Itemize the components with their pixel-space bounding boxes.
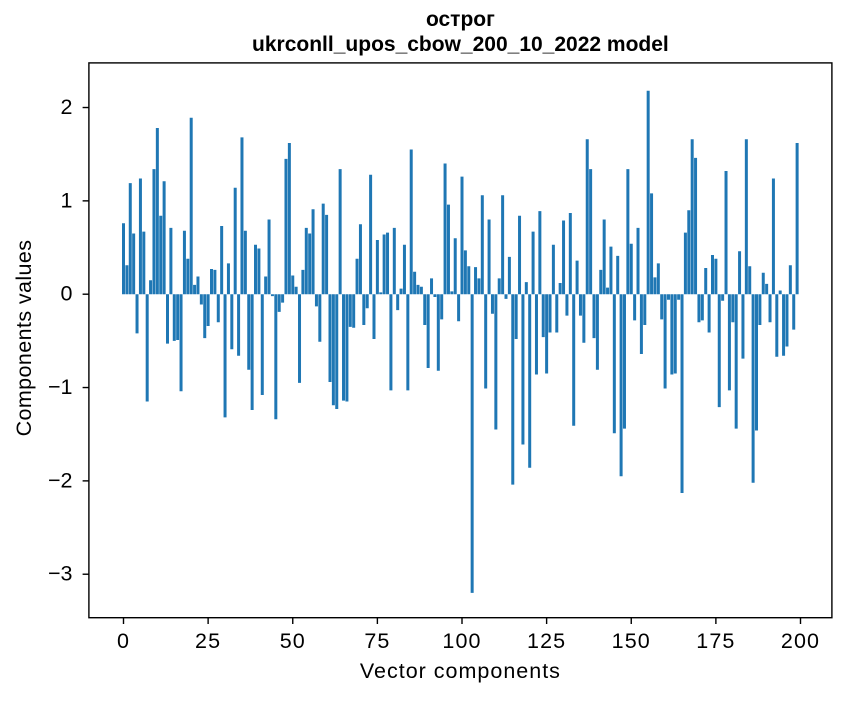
svg-text:Vector components: Vector components — [360, 659, 561, 683]
svg-text:200: 200 — [781, 629, 820, 653]
svg-text:100: 100 — [442, 629, 481, 653]
svg-text:1: 1 — [61, 188, 73, 212]
svg-text:75: 75 — [364, 629, 390, 653]
svg-text:ukrconll_upos_cbow_200_10_2022: ukrconll_upos_cbow_200_10_2022 model — [252, 33, 669, 56]
svg-text:125: 125 — [527, 629, 566, 653]
svg-text:0: 0 — [61, 282, 73, 306]
svg-text:−2: −2 — [48, 468, 73, 492]
svg-text:−3: −3 — [48, 562, 73, 586]
svg-text:2: 2 — [61, 95, 73, 119]
svg-text:50: 50 — [280, 629, 306, 653]
svg-text:25: 25 — [195, 629, 221, 653]
svg-text:острог: острог — [426, 8, 495, 31]
svg-text:150: 150 — [612, 629, 651, 653]
svg-text:−1: −1 — [48, 375, 73, 399]
svg-text:Components values: Components values — [12, 240, 36, 437]
svg-text:175: 175 — [696, 629, 735, 653]
svg-text:0: 0 — [117, 629, 130, 653]
